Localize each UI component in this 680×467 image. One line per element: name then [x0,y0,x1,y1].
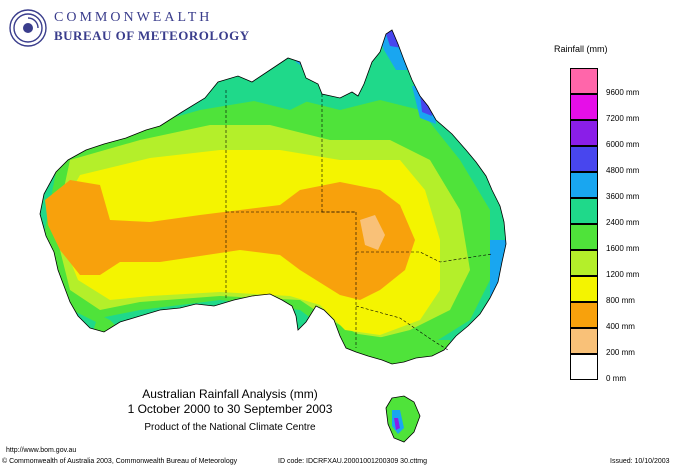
issued-text: Issued: 10/10/2003 [610,458,670,465]
legend-label: 0 mm [606,374,626,383]
legend-label: 800 mm [606,296,635,305]
legend-swatch [570,68,598,94]
legend-swatch [570,198,598,224]
bom-swirl-logo-icon [9,9,47,47]
legend-label: 1600 mm [606,244,640,253]
legend-swatch [570,94,598,120]
id-code-text: ID code: IDCRFXAU.20001001200309 30.cttm… [278,458,428,465]
rainfall-legend: Rainfall (mm) 9600 mm 7200 mm 6000 mm 4800 … [548,44,668,384]
australia-coastline [39,29,507,365]
legend-label: 4800 mm [606,166,640,175]
rainfall-fill-layers [40,30,506,364]
legend-swatch [570,328,598,354]
bom-logo: COMMONWEALTH BUREAU OF METEOROLOGY [6,6,249,50]
legend-swatch [570,172,598,198]
tasmania [385,395,421,443]
qld-nsw-border [356,251,493,263]
map-title: Australian Rainfall Analysis (mm) [142,387,318,401]
legend-label: 9600 mm [606,88,640,97]
legend-swatch [570,250,598,276]
org-name-line2: BUREAU OF METEOROLOGY [54,28,250,43]
tasmania-6000 [394,418,400,430]
map-caption: Australian Rainfall Analysis (mm) 1 Octo… [110,387,350,433]
legend-swatch [570,354,598,380]
legend-label: 200 mm [606,348,635,357]
legend-swatch [570,224,598,250]
rain-band-400 [45,180,415,300]
source-url[interactable]: http://www.bom.gov.au [6,447,77,454]
legend-label: 2400 mm [606,218,640,227]
legend-label: 3600 mm [606,192,640,201]
legend-swatch [570,146,598,172]
rain-band-200 [360,215,385,250]
legend-label: 6000 mm [606,140,640,149]
copyright-text: © Commonwealth of Australia 2003, Common… [2,458,238,465]
legend-label: 1200 mm [606,270,640,279]
legend-label: 7200 mm [606,114,640,123]
legend-swatch [570,302,598,328]
legend-label: 400 mm [606,322,635,331]
legend-title: Rainfall (mm) [554,44,608,54]
state-borders [225,90,493,351]
rain-band-south-1600 [330,330,450,364]
legend-swatch [570,276,598,302]
org-name-line1: COMMONWEALTH [54,10,213,25]
legend-swatch [570,120,598,146]
nsw-vic-border [355,305,449,351]
map-credit: Product of the National Climate Centre [144,422,316,433]
map-subtitle: 1 October 2000 to 30 September 2003 [127,402,333,416]
